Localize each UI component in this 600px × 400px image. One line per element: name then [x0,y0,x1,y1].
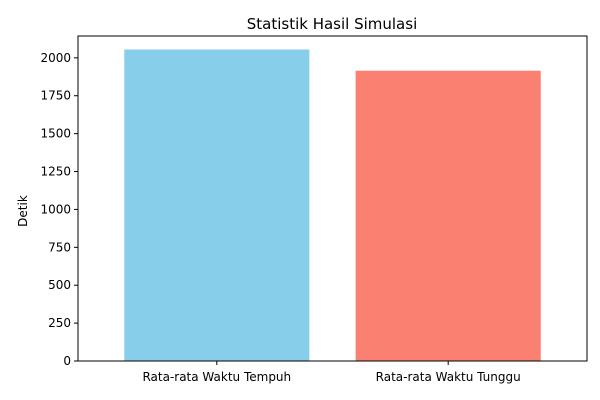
chart-title: Statistik Hasil Simulasi [247,15,418,33]
bar [124,49,310,361]
y-tick-label: 1500 [40,127,71,141]
y-tick-label: 1250 [40,165,71,179]
y-axis-ticks: 0 250 500 750 1000 1250 1500 1750 2000 [40,51,78,368]
y-tick-label: 0 [63,354,71,368]
y-tick-label: 2000 [40,51,71,65]
y-tick-label: 500 [48,278,71,292]
bars [124,49,541,362]
bar [355,70,541,362]
x-tick-label: Rata-rata Waktu Tunggu [376,370,521,384]
y-tick-label: 1000 [40,202,71,216]
y-tick-label: 1750 [40,89,71,103]
x-tick-label: Rata-rata Waktu Tempuh [142,370,291,384]
y-axis-label: Detik [16,195,30,227]
plot-frame [77,35,588,362]
x-axis-tick-labels: Rata-rata Waktu Tempuh Rata-rata Waktu Tu… [142,361,521,384]
y-tick-label: 250 [48,316,71,330]
y-tick-label: 750 [48,240,71,254]
